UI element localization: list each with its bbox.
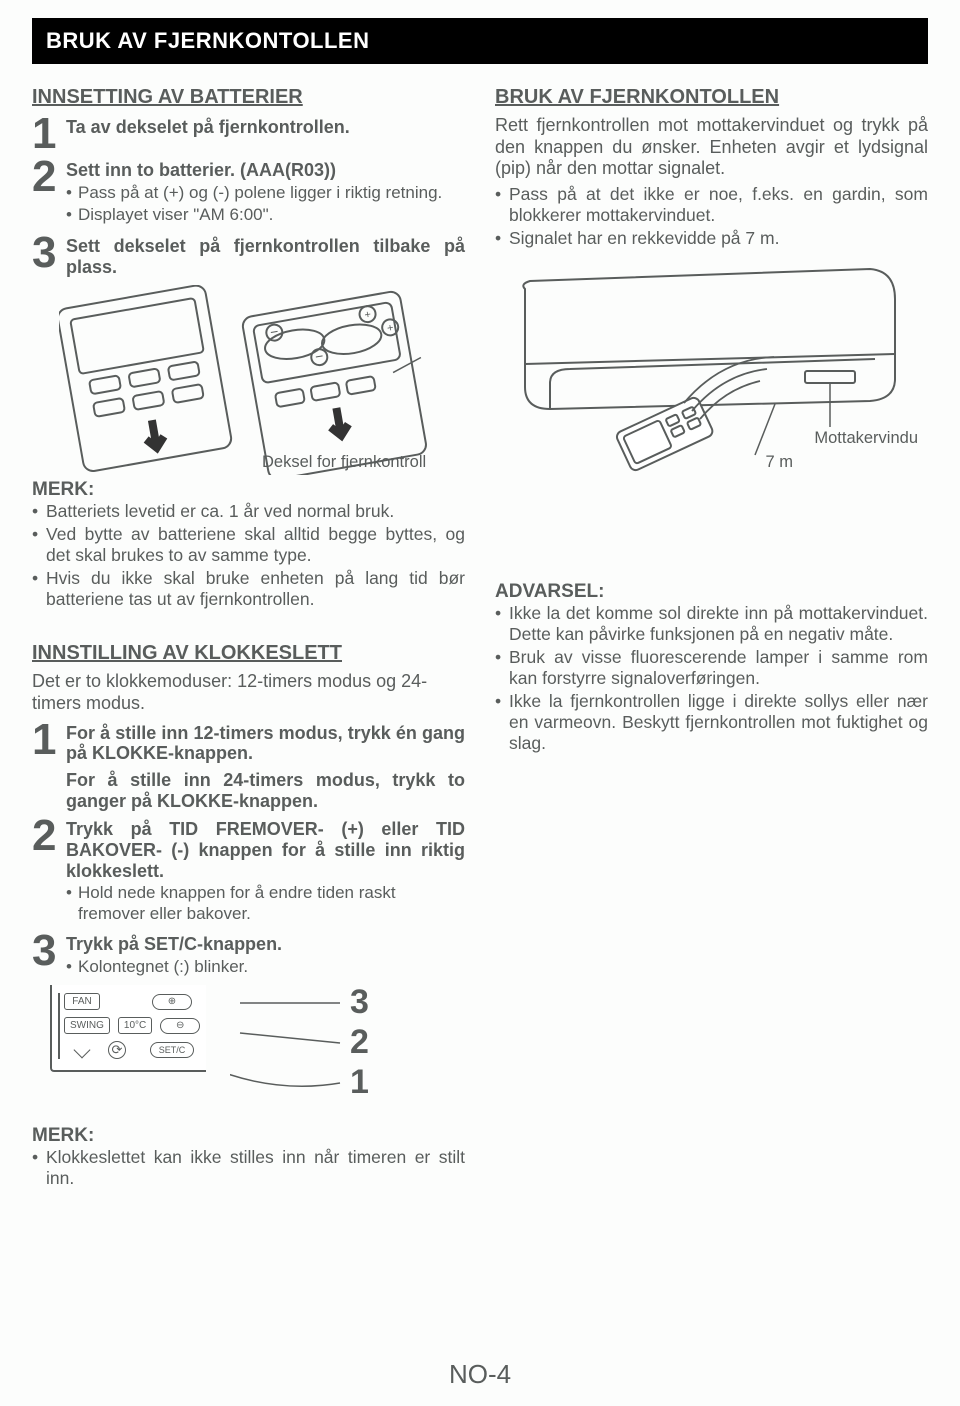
use-remote-paragraph: Rett fjernkontrollen mot mottakervinduet… [495,115,928,180]
note2-heading: MERK: [32,1125,465,1147]
page-header-bar: BRUK AV FJERNKONTOLLEN [32,18,928,64]
note-item: Batteriets levetid er ca. 1 år ved norma… [32,501,465,522]
clock-icon: ⟳ [108,1041,126,1059]
step2-bullet: Displayet viser "AM 6:00". [66,205,465,225]
callout-1: 1 [350,1063,369,1102]
down-arrow-icon [74,1042,91,1059]
step1-text: Ta av dekselet på fjernkontrollen. [66,117,465,138]
use-bullet: Pass på at det ikke er noe, f.eks. en ga… [495,184,928,226]
step-number-3: 3 [32,234,60,277]
swing-button-label: SWING [64,1017,110,1034]
cstep1b-text: For å stille inn 24-timers modus, trykk … [66,770,465,811]
remote-button-diagram: FAN ⊕ SWING 10°C ⊖ ⟳ SET/C [50,985,465,1115]
clock-step-3: 3 Trykk på SET/C-knappen. Kolontegnet (:… [32,932,465,979]
setc-button-label: SET/C [150,1042,194,1058]
minus-button-icon: ⊖ [160,1018,200,1034]
svg-text:+: + [363,309,371,322]
cstep3-bullet: Kolontegnet (:) blinker. [66,957,465,977]
battery-step-1: 1 Ta av dekselet på fjernkontrollen. [32,115,465,152]
step-number-2: 2 [32,817,60,926]
note-item: Hvis du ikke skal bruke enheten på lang … [32,568,465,610]
cstep3-text: Trykk på SET/C-knappen. [66,934,465,955]
warning-item: Bruk av visse fluorescerende lamper i sa… [495,647,928,689]
leader-lines [230,985,430,1115]
remote-battery-illustration: + + − − [32,285,465,475]
distance-7m-label: 7 m [765,453,793,472]
fan-button-label: FAN [64,993,100,1010]
clock-setting-title: INNSTILLING AV KLOKKESLETT [32,642,465,665]
left-column: INNSETTING AV BATTERIER 1 Ta av dekselet… [32,82,465,1191]
clock-step-2: 2 Trykk på TID FREMOVER- (+) eller TID B… [32,817,465,926]
callout-3: 3 [350,983,369,1022]
battery-insert-title: INNSETTING AV BATTERIER [32,86,465,109]
right-column: BRUK AV FJERNKONTOLLEN Rett fjernkontrol… [495,82,928,1191]
page-number: NO-4 [0,1359,960,1390]
cstep2-bullet: Hold nede knappen for å endre tiden rask… [66,883,465,924]
step-number-2: 2 [32,158,60,227]
warning-heading: ADVARSEL: [495,581,928,603]
note2-item: Klokkeslettet kan ikke stilles inn når t… [32,1147,465,1189]
use-bullet: Signalet har en rekkevidde på 7 m. [495,228,928,249]
step3-text: Sett dekselet på fjernkontrollen tilbake… [66,236,465,277]
step2-text: Sett inn to batterier. (AAA(R03)) [66,160,465,181]
plus-button-icon: ⊕ [152,994,192,1010]
battery-step-3: 3 Sett dekselet på fjernkontrollen tilba… [32,234,465,277]
note-item: Ved bytte av batteriene skal alltid begg… [32,524,465,566]
clock-intro-text: Det er to klokkemoduser: 12-timers modus… [32,671,465,714]
battery-step-2: 2 Sett inn to batterier. (AAA(R03)) Pass… [32,158,465,227]
receiver-window-label: Mottakervindu [814,429,918,448]
cstep1a-text: For å stille inn 12-timers modus, trykk … [66,723,465,764]
step-number-1: 1 [32,721,60,812]
note-heading: MERK: [32,479,465,501]
callout-2: 2 [350,1023,369,1062]
ac-unit-illustration: Mottakervindu 7 m [495,259,928,519]
cstep2-text: Trykk på TID FREMOVER- (+) eller TID BAK… [66,819,465,881]
step2-bullet: Pass på at (+) og (-) polene ligger i ri… [66,183,465,203]
step-number-1: 1 [32,115,60,152]
tenC-button-label: 10°C [118,1017,152,1034]
clock-step-1: 1 For å stille inn 12-timers modus, tryk… [32,721,465,812]
warning-item: Ikke la det komme sol direkte inn på mot… [495,603,928,645]
use-remote-title: BRUK AV FJERNKONTOLLEN [495,86,928,109]
svg-text:+: + [386,322,394,335]
step-number-3: 3 [32,932,60,979]
warning-item: Ikke la fjernkontrollen ligge i direkte … [495,691,928,754]
